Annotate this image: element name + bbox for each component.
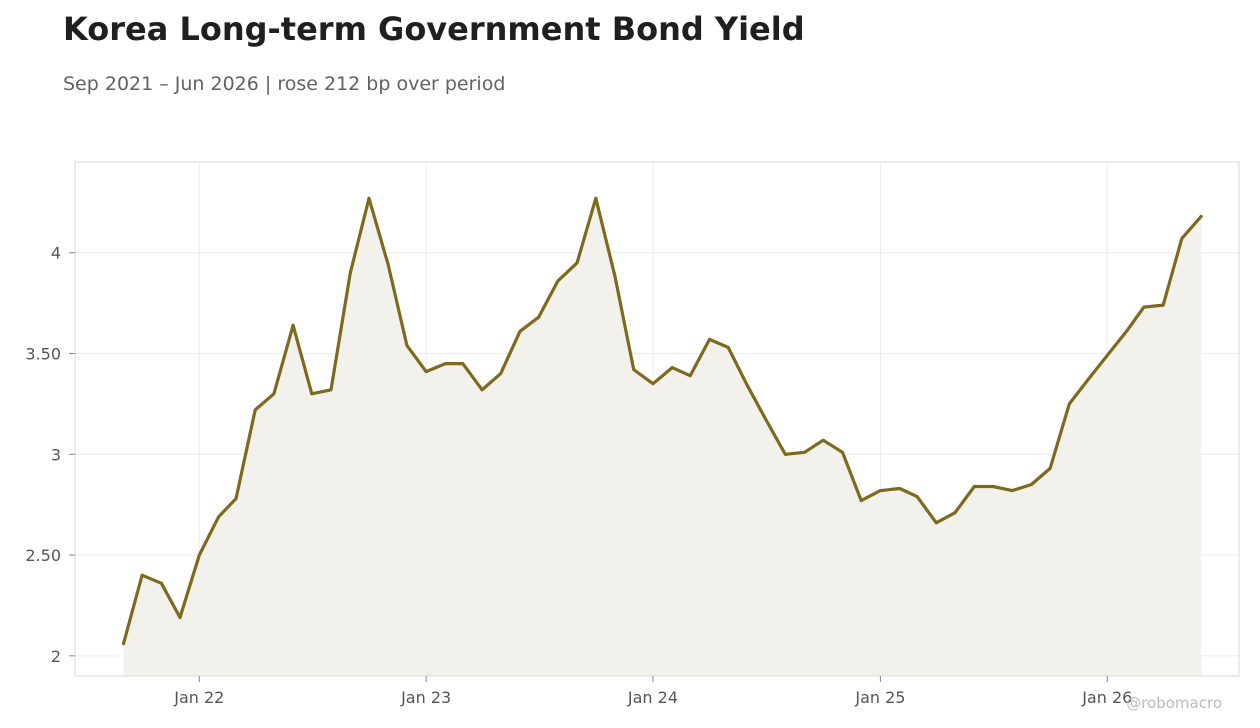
- x-tick-label: Jan 25: [854, 688, 905, 707]
- x-tick-label: Jan 23: [400, 688, 451, 707]
- data-point: [348, 271, 352, 275]
- y-tick-label: 4: [51, 244, 61, 263]
- data-point: [879, 489, 882, 492]
- data-point: [953, 511, 957, 515]
- data-point: [518, 329, 522, 333]
- yield-series-line: [121, 196, 1203, 646]
- data-point: [329, 388, 333, 392]
- data-point: [1199, 215, 1203, 218]
- data-point: [537, 315, 540, 319]
- data-point: [253, 408, 257, 412]
- x-tick-label: Jan 26: [1081, 688, 1132, 707]
- data-point: [1086, 378, 1090, 382]
- data-point: [291, 323, 295, 327]
- data-point: [841, 450, 844, 454]
- data-point: [688, 374, 692, 378]
- data-point: [499, 372, 503, 375]
- data-point: [178, 616, 182, 619]
- y-axis-ticks: 2 2.50 3 3.50 4: [25, 244, 75, 666]
- data-point: [122, 642, 125, 646]
- x-tick-label: Jan 22: [173, 688, 224, 707]
- data-point: [272, 392, 276, 396]
- data-point: [386, 263, 390, 267]
- data-points: [122, 196, 1203, 646]
- data-point: [972, 485, 976, 488]
- y-tick-label: 3.50: [25, 344, 61, 363]
- data-point: [1125, 329, 1128, 333]
- data-point: [991, 485, 995, 488]
- data-point: [783, 452, 787, 456]
- data-point: [670, 366, 674, 369]
- chart-subtitle: Sep 2021 – Jun 2026 | rose 212 bp over p…: [63, 73, 506, 95]
- data-point: [859, 499, 863, 502]
- data-point: [898, 487, 902, 490]
- x-axis-ticks: Jan 22 Jan 23 Jan 24 Jan 25 Jan 26: [173, 676, 1132, 707]
- watermark: @robomacro: [1126, 694, 1222, 712]
- data-point: [613, 275, 617, 279]
- data-point: [1142, 305, 1146, 309]
- plot-frame: [74, 161, 1240, 677]
- data-point: [310, 392, 314, 396]
- data-point: [726, 346, 730, 349]
- data-point: [424, 370, 428, 373]
- data-point: [1180, 237, 1184, 241]
- x-tick-label: Jan 24: [627, 688, 678, 707]
- data-point: [1030, 483, 1033, 486]
- data-point: [140, 573, 144, 577]
- data-point: [1161, 303, 1165, 307]
- y-tick-label: 3: [51, 445, 61, 464]
- data-point: [367, 196, 371, 200]
- data-point: [234, 497, 238, 500]
- y-tick-label: 2: [51, 647, 61, 666]
- chart-title: Korea Long-term Government Bond Yield: [63, 10, 805, 48]
- data-point: [160, 581, 163, 585]
- data-point: [632, 368, 636, 371]
- data-point: [1048, 467, 1052, 470]
- data-point: [764, 418, 768, 422]
- data-point: [461, 362, 465, 365]
- data-point: [915, 495, 919, 498]
- data-point: [821, 438, 825, 442]
- data-point: [556, 279, 560, 283]
- data-point: [197, 553, 201, 557]
- data-point: [1010, 489, 1014, 492]
- data-point: [1105, 354, 1109, 357]
- y-tick-label: 2.50: [25, 546, 61, 565]
- data-point: [575, 261, 579, 265]
- data-point: [217, 515, 221, 519]
- data-point: [405, 344, 409, 347]
- data-point: [1067, 402, 1071, 406]
- data-point: [746, 384, 749, 388]
- data-point: [594, 196, 598, 200]
- data-point: [934, 521, 938, 525]
- data-point: [651, 382, 655, 386]
- data-point: [803, 450, 806, 454]
- yield-area-fill: [123, 198, 1202, 677]
- data-point: [444, 362, 447, 365]
- data-point: [480, 388, 484, 392]
- data-point: [708, 338, 711, 341]
